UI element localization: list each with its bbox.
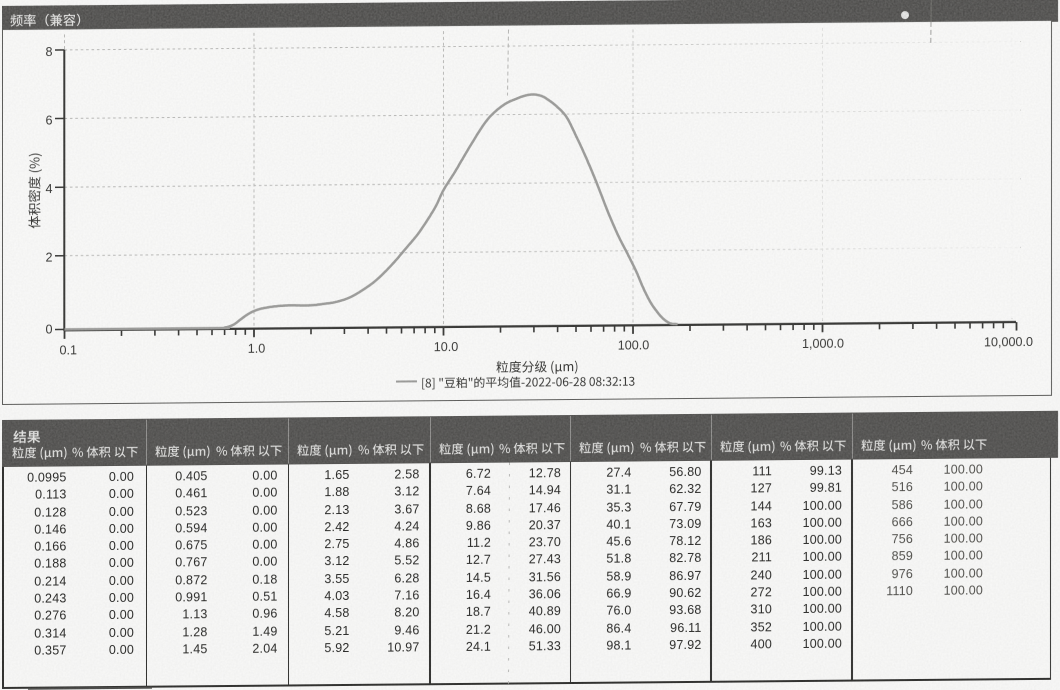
svg-text:10,000.0: 10,000.0 bbox=[984, 335, 1033, 349]
svg-text:0: 0 bbox=[45, 323, 52, 337]
svg-text:8: 8 bbox=[45, 45, 52, 59]
svg-text:10.0: 10.0 bbox=[434, 340, 459, 354]
svg-text:4: 4 bbox=[45, 182, 52, 196]
svg-text:100.0: 100.0 bbox=[618, 338, 650, 352]
svg-text:2: 2 bbox=[45, 251, 52, 265]
svg-text:0.1: 0.1 bbox=[60, 343, 78, 357]
svg-text:1,000.0: 1,000.0 bbox=[802, 337, 844, 351]
svg-text:1.0: 1.0 bbox=[248, 342, 266, 356]
svg-text:6: 6 bbox=[45, 113, 52, 127]
